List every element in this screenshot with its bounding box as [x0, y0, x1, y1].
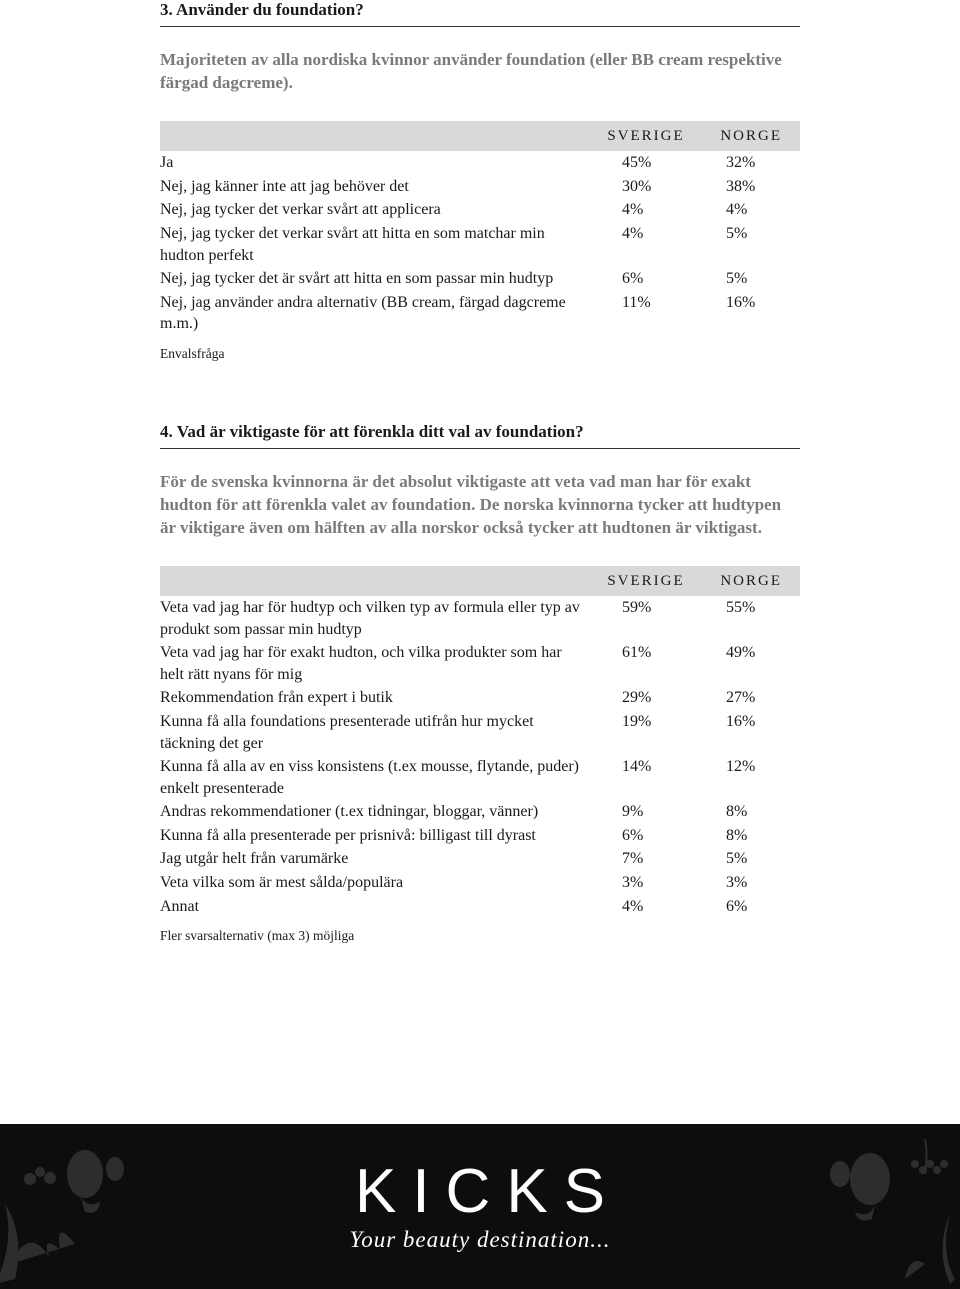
row-norge: 4% — [696, 199, 786, 221]
row-norge: 5% — [696, 268, 786, 290]
row-norge: 12% — [696, 756, 786, 799]
row-norge: 38% — [696, 176, 786, 198]
table-row: Nej, jag tycker det verkar svårt att hit… — [160, 222, 800, 267]
table-row: Nej, jag känner inte att jag behöver det… — [160, 175, 800, 199]
header-norge: NORGE — [696, 571, 786, 591]
table-row: Andras rekommendationer (t.ex tidningar,… — [160, 800, 800, 824]
row-norge: 16% — [696, 711, 786, 754]
row-norge: 8% — [696, 801, 786, 823]
row-norge: 27% — [696, 687, 786, 709]
footer-deco-right-icon — [740, 1124, 960, 1289]
q4-title: 4. Vad är viktigaste för att förenkla di… — [160, 422, 800, 449]
row-sverige: 6% — [596, 268, 696, 290]
q3-title: 3. Använder du foundation? — [160, 0, 800, 27]
q4-note: Fler svarsalternativ (max 3) möjliga — [160, 928, 800, 944]
row-label: Nej, jag känner inte att jag behöver det — [160, 176, 596, 198]
row-label: Nej, jag tycker det är svårt att hitta e… — [160, 268, 596, 290]
table-row: Nej, jag tycker det verkar svårt att app… — [160, 198, 800, 222]
row-label: Rekommendation från expert i butik — [160, 687, 596, 709]
row-label: Kunna få alla av en viss konsistens (t.e… — [160, 756, 596, 799]
row-sverige: 3% — [596, 872, 696, 894]
row-norge: 5% — [696, 848, 786, 870]
table-row: Nej, jag använder andra alternativ (BB c… — [160, 291, 800, 336]
row-sverige: 30% — [596, 176, 696, 198]
table-row: Kunna få alla av en viss konsistens (t.e… — [160, 755, 800, 800]
header-norge: NORGE — [696, 126, 786, 146]
table-row: Kunna få alla foundations presenterade u… — [160, 710, 800, 755]
row-sverige: 29% — [596, 687, 696, 709]
row-norge: 5% — [696, 223, 786, 266]
row-sverige: 11% — [596, 292, 696, 335]
table-row: Ja45%32% — [160, 151, 800, 175]
footer: KICKS Your beauty destination... — [0, 1124, 960, 1289]
q3-table-header: SVERIGE NORGE — [160, 121, 800, 151]
row-norge: 8% — [696, 825, 786, 847]
table-row: Rekommendation från expert i butik29%27% — [160, 686, 800, 710]
row-label: Veta vad jag har för hudtyp och vilken t… — [160, 597, 596, 640]
row-label: Jag utgår helt från varumärke — [160, 848, 596, 870]
row-sverige: 4% — [596, 223, 696, 266]
row-label: Nej, jag tycker det verkar svårt att hit… — [160, 223, 596, 266]
q3-intro: Majoriteten av alla nordiska kvinnor anv… — [160, 49, 800, 95]
q4-table-header: SVERIGE NORGE — [160, 566, 800, 596]
row-norge: 3% — [696, 872, 786, 894]
row-label: Kunna få alla presenterade per prisnivå:… — [160, 825, 596, 847]
row-sverige: 61% — [596, 642, 696, 685]
row-norge: 16% — [696, 292, 786, 335]
row-sverige: 6% — [596, 825, 696, 847]
table-row: Kunna få alla presenterade per prisnivå:… — [160, 824, 800, 848]
page-content: 3. Använder du foundation? Majoriteten a… — [0, 0, 960, 984]
row-sverige: 4% — [596, 896, 696, 918]
row-label: Kunna få alla foundations presenterade u… — [160, 711, 596, 754]
row-label: Veta vad jag har för exakt hudton, och v… — [160, 642, 596, 685]
row-label: Annat — [160, 896, 596, 918]
row-label: Ja — [160, 152, 596, 174]
row-label: Nej, jag tycker det verkar svårt att app… — [160, 199, 596, 221]
table-row: Annat4%6% — [160, 895, 800, 919]
header-spacer — [160, 571, 596, 591]
footer-deco-left-icon — [0, 1124, 220, 1289]
footer-tagline: Your beauty destination... — [350, 1227, 611, 1253]
row-sverige: 7% — [596, 848, 696, 870]
row-sverige: 14% — [596, 756, 696, 799]
row-sverige: 4% — [596, 199, 696, 221]
row-sverige: 9% — [596, 801, 696, 823]
header-sverige: SVERIGE — [596, 571, 696, 591]
row-label: Veta vilka som är mest sålda/populära — [160, 872, 596, 894]
table-row: Veta vad jag har för exakt hudton, och v… — [160, 641, 800, 686]
row-norge: 55% — [696, 597, 786, 640]
table-row: Veta vilka som är mest sålda/populära3%3… — [160, 871, 800, 895]
row-norge: 49% — [696, 642, 786, 685]
row-label: Andras rekommendationer (t.ex tidningar,… — [160, 801, 596, 823]
row-norge: 32% — [696, 152, 786, 174]
q4-intro: För de svenska kvinnorna är det absolut … — [160, 471, 800, 540]
row-sverige: 45% — [596, 152, 696, 174]
table-row: Nej, jag tycker det är svårt att hitta e… — [160, 267, 800, 291]
table-row: Veta vad jag har för hudtyp och vilken t… — [160, 596, 800, 641]
row-sverige: 59% — [596, 597, 696, 640]
q3-table: SVERIGE NORGE Ja45%32%Nej, jag känner in… — [160, 121, 800, 336]
header-sverige: SVERIGE — [596, 126, 696, 146]
row-norge: 6% — [696, 896, 786, 918]
header-spacer — [160, 126, 596, 146]
table-row: Jag utgår helt från varumärke7%5% — [160, 847, 800, 871]
row-label: Nej, jag använder andra alternativ (BB c… — [160, 292, 596, 335]
q3-note: Envalsfråga — [160, 346, 800, 362]
row-sverige: 19% — [596, 711, 696, 754]
q4-table: SVERIGE NORGE Veta vad jag har för hudty… — [160, 566, 800, 919]
footer-brand: KICKS — [339, 1161, 621, 1223]
